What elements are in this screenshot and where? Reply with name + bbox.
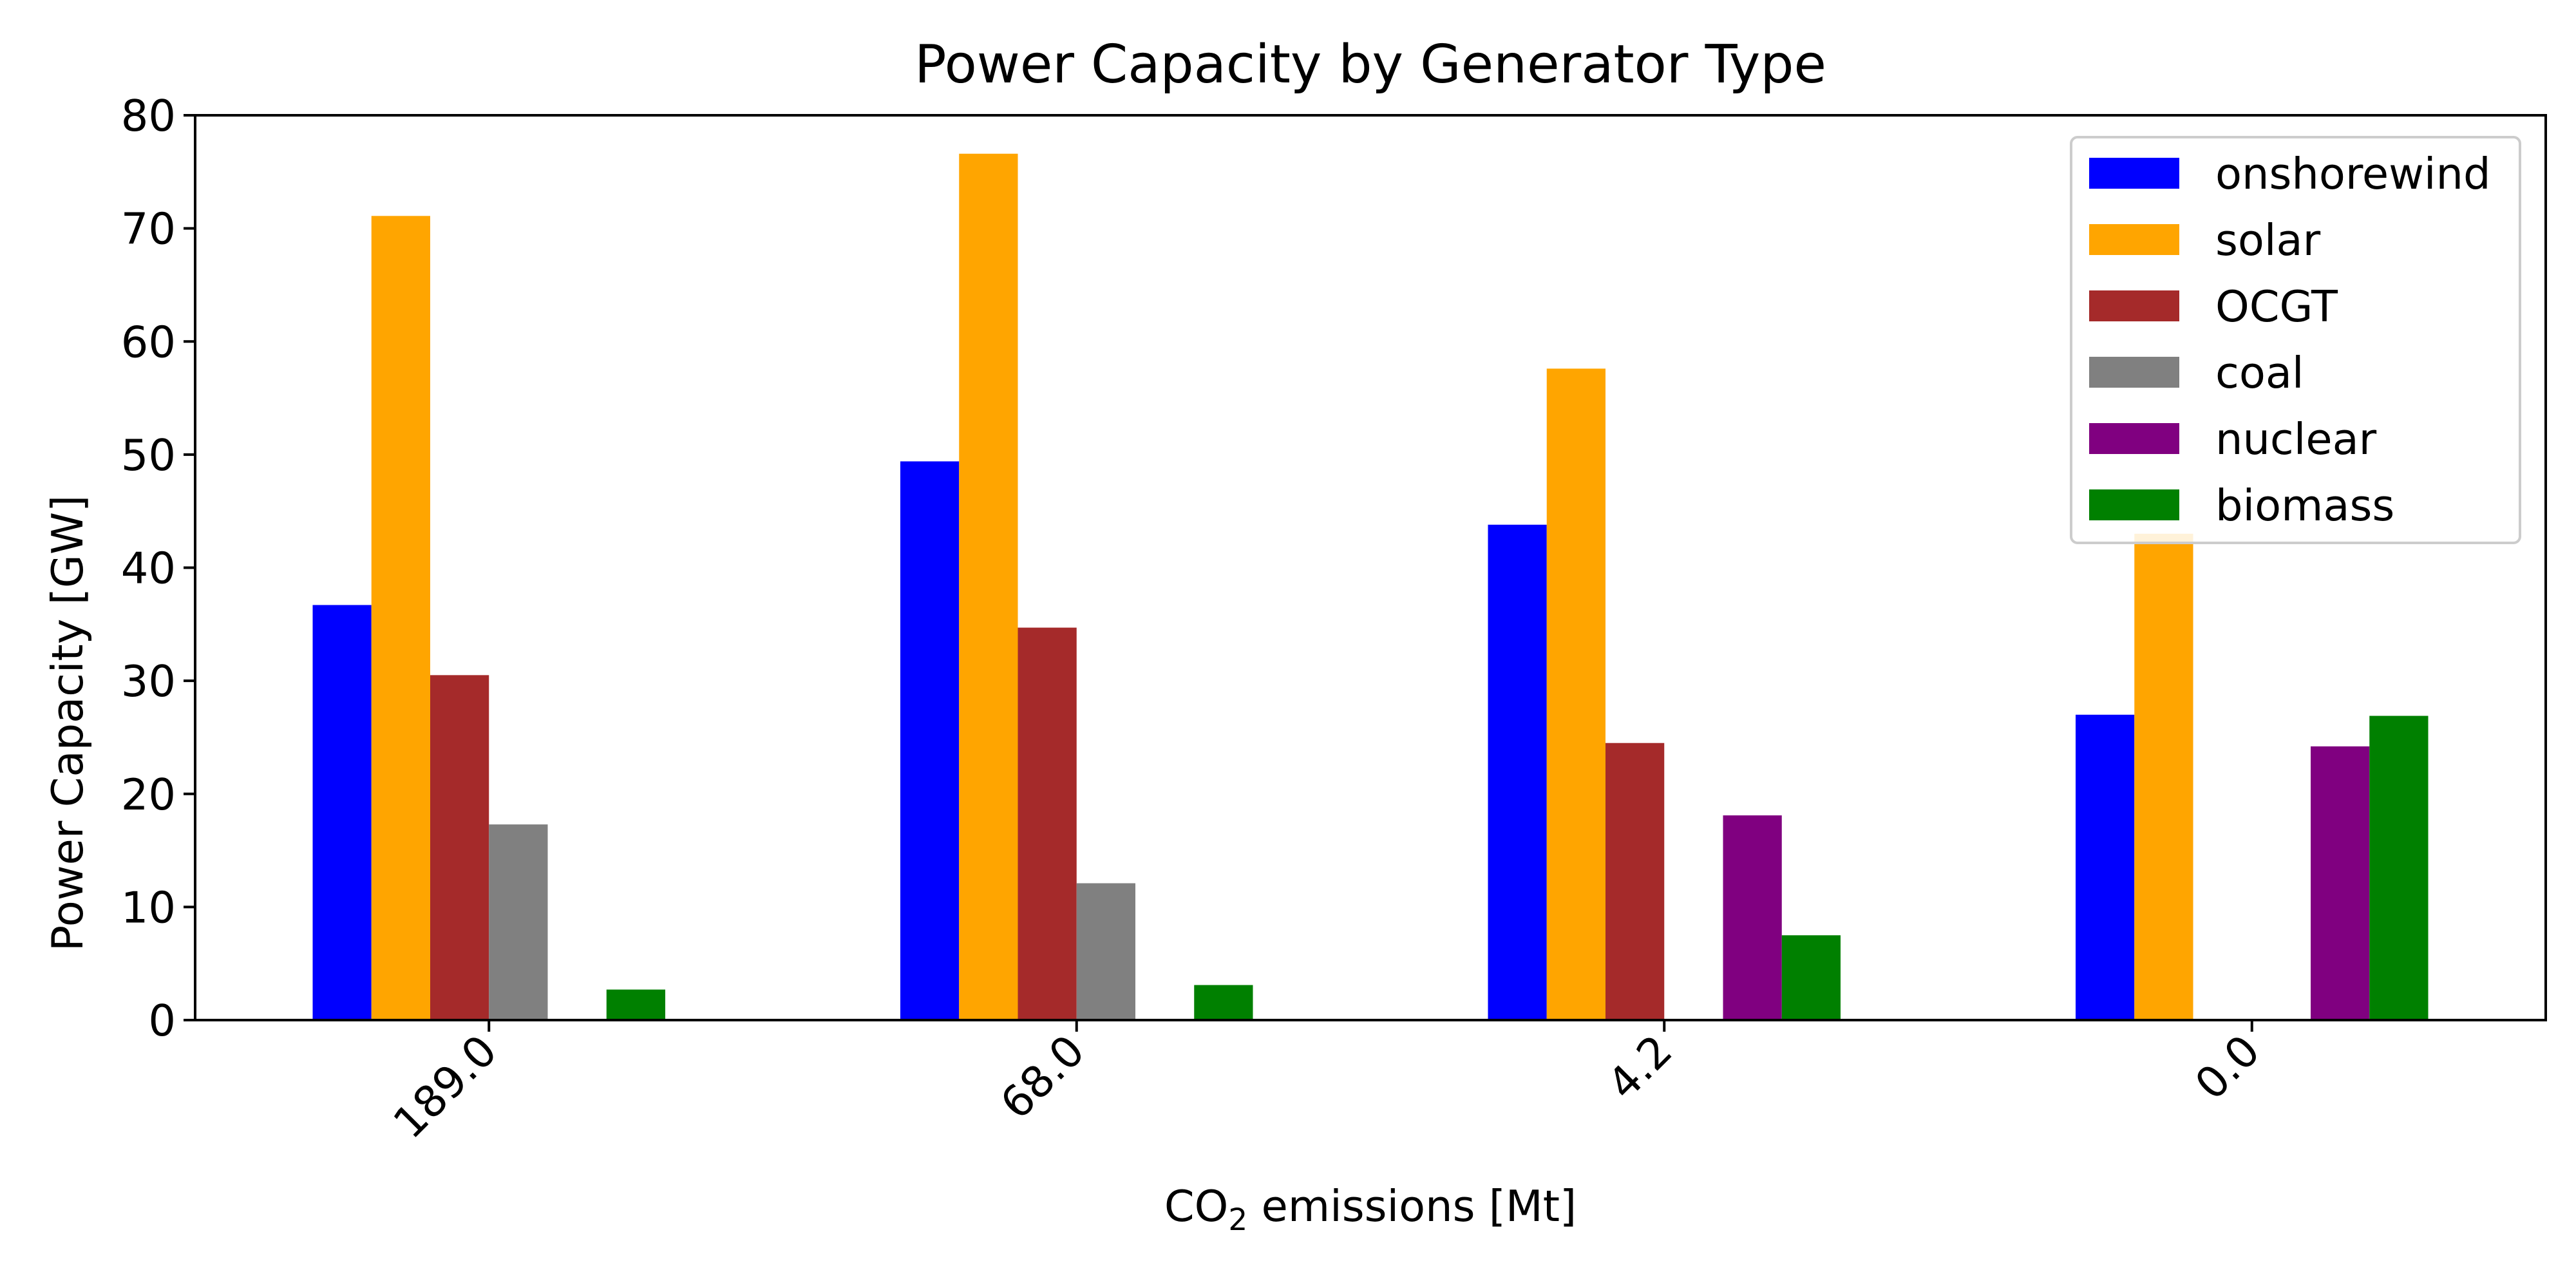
- bar-nuclear-0.0: [2311, 746, 2370, 1020]
- bar-biomass-4.2: [1781, 935, 1841, 1020]
- x-axis-label-rest: emissions [Mt]: [1247, 1181, 1577, 1231]
- legend-swatch-onshorewind: [2089, 158, 2179, 189]
- bar-coal-68.0: [1076, 883, 1135, 1020]
- legend-swatch-nuclear: [2089, 423, 2179, 454]
- legend: onshorewind solar OCGT coal nuclear biomass: [2070, 136, 2521, 544]
- y-tick-label: 20: [121, 770, 176, 820]
- bar-biomass-0.0: [2369, 715, 2429, 1020]
- chart-title: Power Capacity by Generator Type: [914, 34, 1826, 95]
- y-tick-label: 60: [121, 317, 176, 367]
- plot-frame: [194, 114, 2547, 1021]
- x-axis-label: CO2 emissions [Mt]: [1164, 1181, 1577, 1238]
- y-tick-label: 30: [121, 656, 176, 706]
- legend-label-onshorewind: onshorewind: [2215, 149, 2491, 199]
- legend-swatch-solar: [2089, 224, 2179, 255]
- bar-solar-68.0: [959, 153, 1018, 1021]
- legend-label-solar: solar: [2215, 215, 2321, 265]
- y-tick-label: 80: [121, 91, 176, 141]
- legend-swatch-biomass: [2089, 489, 2179, 520]
- bar-nuclear-4.2: [1723, 815, 1782, 1020]
- bar-ocgt-189.0: [430, 675, 489, 1020]
- x-axis-label-main: CO: [1164, 1181, 1229, 1231]
- legend-label-ocgt: OCGT: [2215, 281, 2338, 332]
- bar-solar-189.0: [371, 216, 430, 1020]
- legend-label-coal: coal: [2215, 348, 2304, 398]
- bar-ocgt-68.0: [1018, 627, 1077, 1020]
- bar-onshorewind-68.0: [900, 461, 960, 1020]
- bar-solar-4.2: [1546, 368, 1605, 1020]
- bar-onshorewind-0.0: [2076, 714, 2135, 1020]
- y-tick-label: 70: [121, 204, 176, 254]
- legend-label-biomass: biomass: [2215, 480, 2394, 531]
- bar-onshorewind-4.2: [1488, 524, 1547, 1020]
- bars-group: [312, 153, 2429, 1021]
- legend-label-nuclear: nuclear: [2215, 414, 2377, 464]
- bar-onshorewind-189.0: [312, 605, 372, 1020]
- bar-biomass-189.0: [606, 989, 665, 1020]
- y-tick-label: 0: [148, 996, 176, 1046]
- y-axis: 0 10 20 30 40 50 60 70 80: [121, 91, 195, 1046]
- x-axis-label-subscript: 2: [1228, 1202, 1247, 1238]
- bar-ocgt-4.2: [1605, 743, 1665, 1020]
- bar-biomass-68.0: [1194, 985, 1253, 1020]
- legend-box: [2070, 136, 2521, 544]
- bar-solar-0.0: [2134, 533, 2193, 1020]
- y-tick-label: 40: [121, 544, 176, 594]
- y-axis-label: Power Capacity [GW]: [43, 495, 93, 951]
- legend-swatch-coal: [2089, 357, 2179, 388]
- legend-swatch-ocgt: [2089, 290, 2179, 321]
- bar-coal-189.0: [489, 824, 548, 1020]
- y-tick-label: 50: [121, 430, 176, 480]
- y-tick-label: 10: [121, 882, 176, 933]
